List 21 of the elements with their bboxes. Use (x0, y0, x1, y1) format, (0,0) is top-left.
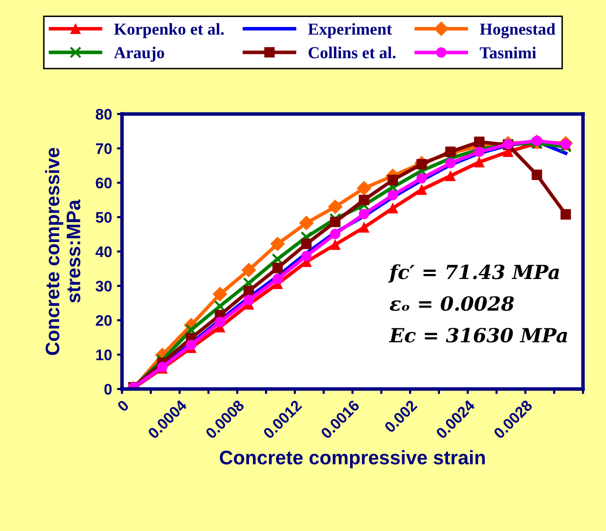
y-tick-label: 60 (96, 178, 112, 188)
y-tick-label: 10 (96, 349, 112, 360)
annotation: fc′ = 71.43 MPa (388, 264, 560, 283)
y-tick-label: 0 (104, 384, 112, 395)
annotation: Ec = 31630 MPa (388, 328, 568, 343)
y-axis-title: Concrete compressive stress:MPa (45, 148, 80, 355)
y-tick-label: 50 (96, 212, 112, 223)
legend-label: Experiment (308, 23, 392, 38)
y-tick-label: 80 (96, 108, 112, 120)
annotation: εₒ = 0.0028 (390, 296, 514, 311)
y-tick-label: 40 (96, 246, 112, 258)
x-tick-label: 0 (116, 399, 130, 412)
y-tick-label: 20 (96, 315, 112, 326)
legend-label: Tasnimi (480, 46, 536, 58)
y-tick-label: 70 (96, 143, 112, 154)
legend-label: Collins et al. (308, 46, 396, 58)
legend-label: Araujo (114, 46, 164, 62)
y-tick-label: 30 (96, 280, 112, 292)
x-axis-title: Concrete compressive strain (220, 450, 485, 468)
legend-label: Korpenko et al. (114, 23, 224, 38)
legend-label: Hognestad (480, 23, 556, 38)
